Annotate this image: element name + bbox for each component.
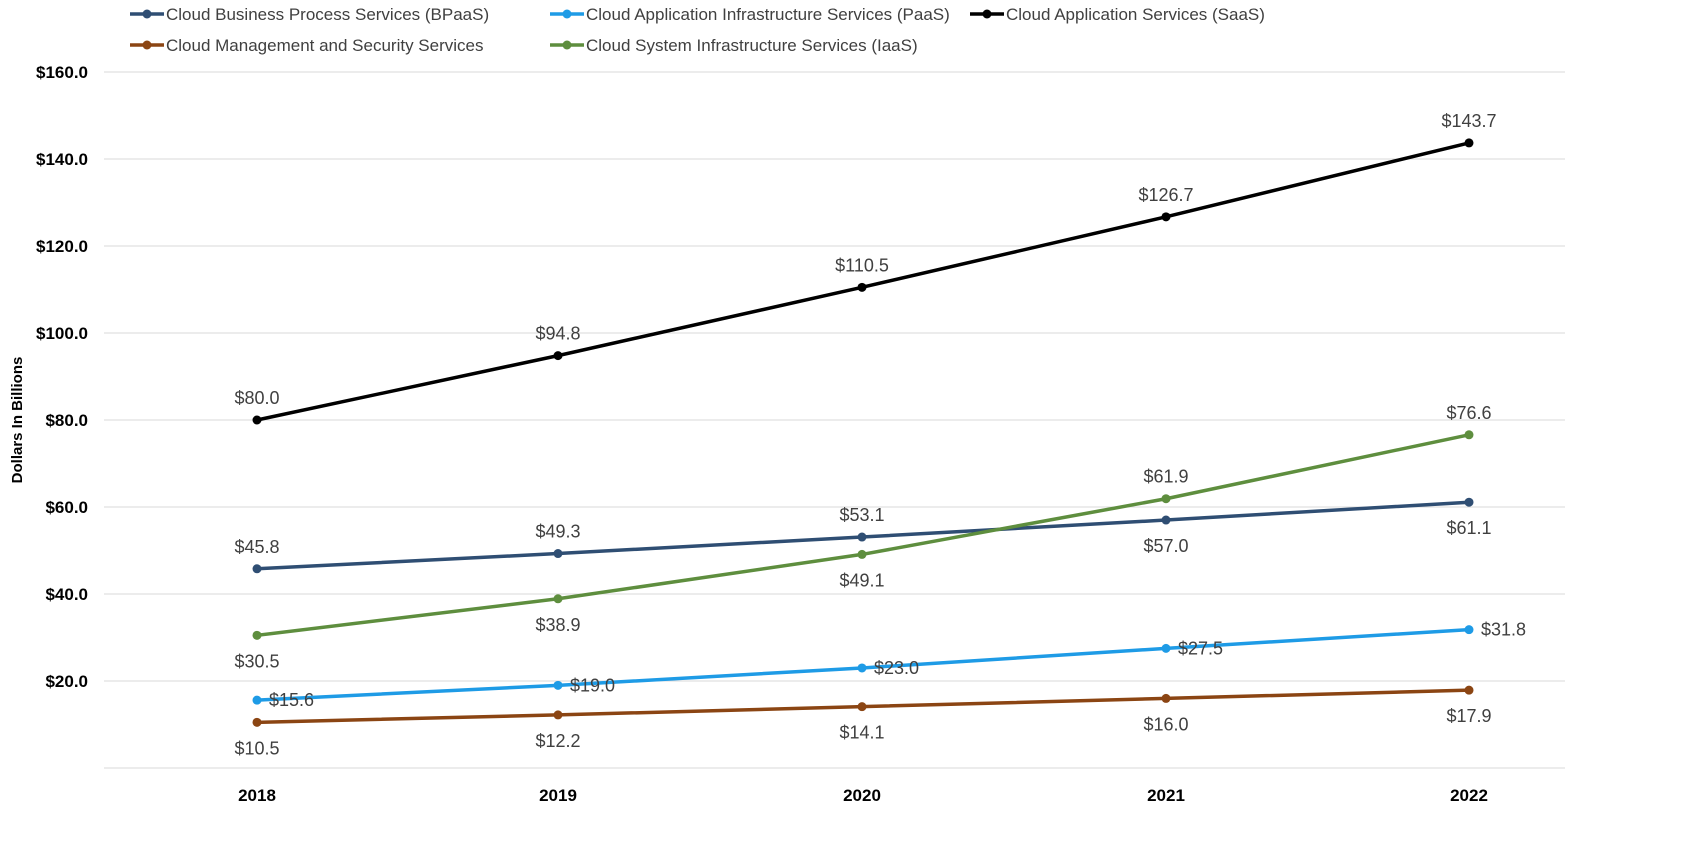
legend-item: Cloud Management and Security Services — [130, 36, 484, 55]
legend-label: Cloud Management and Security Services — [166, 36, 484, 55]
x-tick-label: 2020 — [843, 786, 881, 805]
data-point — [1161, 515, 1171, 525]
data-point — [252, 695, 262, 705]
data-point — [553, 710, 563, 720]
data-point — [252, 717, 262, 727]
data-label: $57.0 — [1143, 536, 1188, 556]
legend-swatch-marker — [562, 9, 572, 19]
data-label: $17.9 — [1446, 706, 1491, 726]
data-point — [1161, 643, 1171, 653]
series-line — [256, 141, 1470, 422]
y-tick-label: $160.0 — [36, 63, 88, 82]
data-point — [1464, 497, 1474, 507]
data-label: $31.8 — [1481, 620, 1526, 640]
data-point — [1464, 685, 1474, 695]
data-label: $53.1 — [839, 505, 884, 525]
series — [252, 138, 1474, 727]
data-point — [252, 564, 262, 574]
data-label: $49.3 — [535, 522, 580, 542]
data-label: $14.1 — [839, 723, 884, 743]
data-label: $38.9 — [535, 615, 580, 635]
y-tick-label: $80.0 — [45, 411, 88, 430]
data-label: $10.5 — [234, 738, 279, 758]
legend-label: Cloud Business Process Services (BPaaS) — [166, 5, 489, 24]
data-point — [553, 351, 563, 361]
y-tick-label: $60.0 — [45, 498, 88, 517]
legend-swatch-marker — [982, 9, 992, 19]
y-axis-label: Dollars In Billions — [9, 357, 26, 484]
data-point — [857, 663, 867, 673]
data-label: $16.0 — [1143, 714, 1188, 734]
data-point — [1464, 625, 1474, 635]
data-point — [1464, 430, 1474, 440]
axes: $20.0 $40.0 $60.0 $80.0 $100.0 $120.0 $140.0 $1… — [36, 63, 1488, 805]
data-point — [553, 549, 563, 559]
data-label: $126.7 — [1138, 185, 1193, 205]
x-tick-label: 2022 — [1450, 786, 1488, 805]
data-label: $80.0 — [234, 388, 279, 408]
y-tick-label: $40.0 — [45, 585, 88, 604]
x-tick-label: 2021 — [1147, 786, 1185, 805]
data-label: $27.5 — [1178, 638, 1223, 658]
data-point — [857, 282, 867, 292]
legend-label: Cloud System Infrastructure Services (Ia… — [586, 36, 918, 55]
data-point — [1161, 212, 1171, 222]
data-label: $30.5 — [234, 651, 279, 671]
data-label: $23.0 — [874, 658, 919, 678]
y-tick-label: $120.0 — [36, 237, 88, 256]
y-tick-label: $20.0 — [45, 672, 88, 691]
data-label: $12.2 — [535, 731, 580, 751]
legend-item: Cloud Business Process Services (BPaaS) — [130, 5, 489, 24]
data-point — [553, 594, 563, 604]
data-point — [857, 532, 867, 542]
y-tick-label: $100.0 — [36, 324, 88, 343]
data-label: $76.6 — [1446, 403, 1491, 423]
legend-swatch-marker — [142, 40, 152, 50]
data-point — [252, 415, 262, 425]
data-label: $15.6 — [269, 690, 314, 710]
y-tick-label: $140.0 — [36, 150, 88, 169]
x-tick-label: 2019 — [539, 786, 577, 805]
data-label: $19.0 — [570, 675, 615, 695]
data-point — [1161, 693, 1171, 703]
data-label: $49.1 — [839, 570, 884, 590]
data-point — [252, 630, 262, 640]
data-label: $61.1 — [1446, 518, 1491, 538]
data-label: $110.5 — [835, 255, 889, 275]
data-label: $143.7 — [1441, 111, 1496, 131]
grid — [104, 71, 1565, 769]
legend-label: Cloud Application Services (SaaS) — [1006, 5, 1265, 24]
legend-label: Cloud Application Infrastructure Service… — [586, 5, 950, 24]
legend-swatch-marker — [562, 40, 572, 50]
x-tick-label: 2018 — [238, 786, 276, 805]
data-label: $94.8 — [535, 324, 580, 344]
data-point — [857, 702, 867, 712]
data-point — [1161, 494, 1171, 504]
data-label: $61.9 — [1143, 467, 1188, 487]
data-point — [1464, 138, 1474, 148]
legend-item: Cloud Application Infrastructure Service… — [550, 5, 950, 24]
data-label: $45.8 — [234, 537, 279, 557]
legend-item: Cloud System Infrastructure Services (Ia… — [550, 36, 918, 55]
data-labels: $45.8 $49.3 $53.1 $57.0 $61.1 $15.6 $19.0 $23.0… — [234, 111, 1526, 758]
data-point — [553, 680, 563, 690]
data-point — [857, 549, 867, 559]
legend-item: Cloud Application Services (SaaS) — [970, 5, 1265, 24]
legend: Cloud Business Process Services (BPaaS) C… — [130, 5, 1265, 55]
legend-swatch-marker — [142, 9, 152, 19]
